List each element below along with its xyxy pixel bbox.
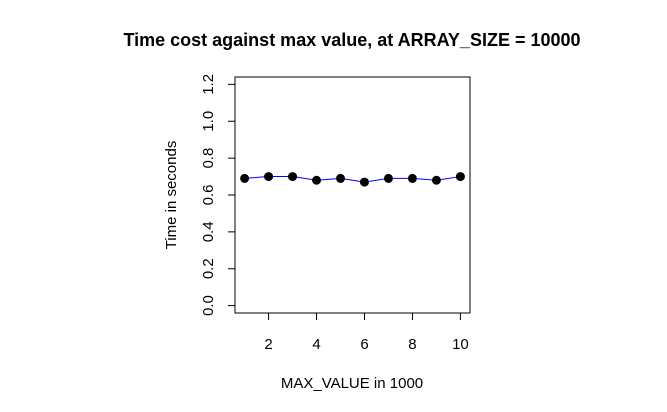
y-tick-label: 0.4 [200,221,217,242]
y-tick-label: 1.0 [200,111,217,132]
series-line [244,176,461,183]
chart-title: Time cost against max value, at ARRAY_SI… [123,30,580,50]
data-point [264,172,274,182]
x-tick-label: 4 [312,336,320,353]
y-axis-label: Time in seconds [163,141,180,250]
y-axis: 0.0 0.2 0.4 0.6 0.8 1.0 1.2 [200,74,236,316]
data-point [431,175,441,185]
x-axis-label: MAX_VALUE in 1000 [281,375,423,392]
y-tick-label: 0.8 [200,148,217,169]
x-tick-label: 10 [452,336,469,353]
data-point [240,173,250,183]
data-point [407,173,417,183]
y-tick-label: 0.0 [200,295,217,316]
data-point [336,173,346,183]
data-point [288,172,298,182]
y-tick-label: 0.2 [200,258,217,279]
series-group [240,172,465,187]
data-point [359,177,369,187]
y-tick-label: 1.2 [200,74,217,95]
y-tick-label: 0.6 [200,185,217,206]
x-tick-label: 6 [360,336,368,353]
x-tick-label: 2 [264,336,272,353]
plot-frame [234,76,471,314]
x-tick-label: 8 [408,336,416,353]
x-axis: 2 4 6 8 10 [264,312,469,353]
data-point [383,173,393,183]
data-point [312,175,322,185]
data-point [455,172,465,182]
